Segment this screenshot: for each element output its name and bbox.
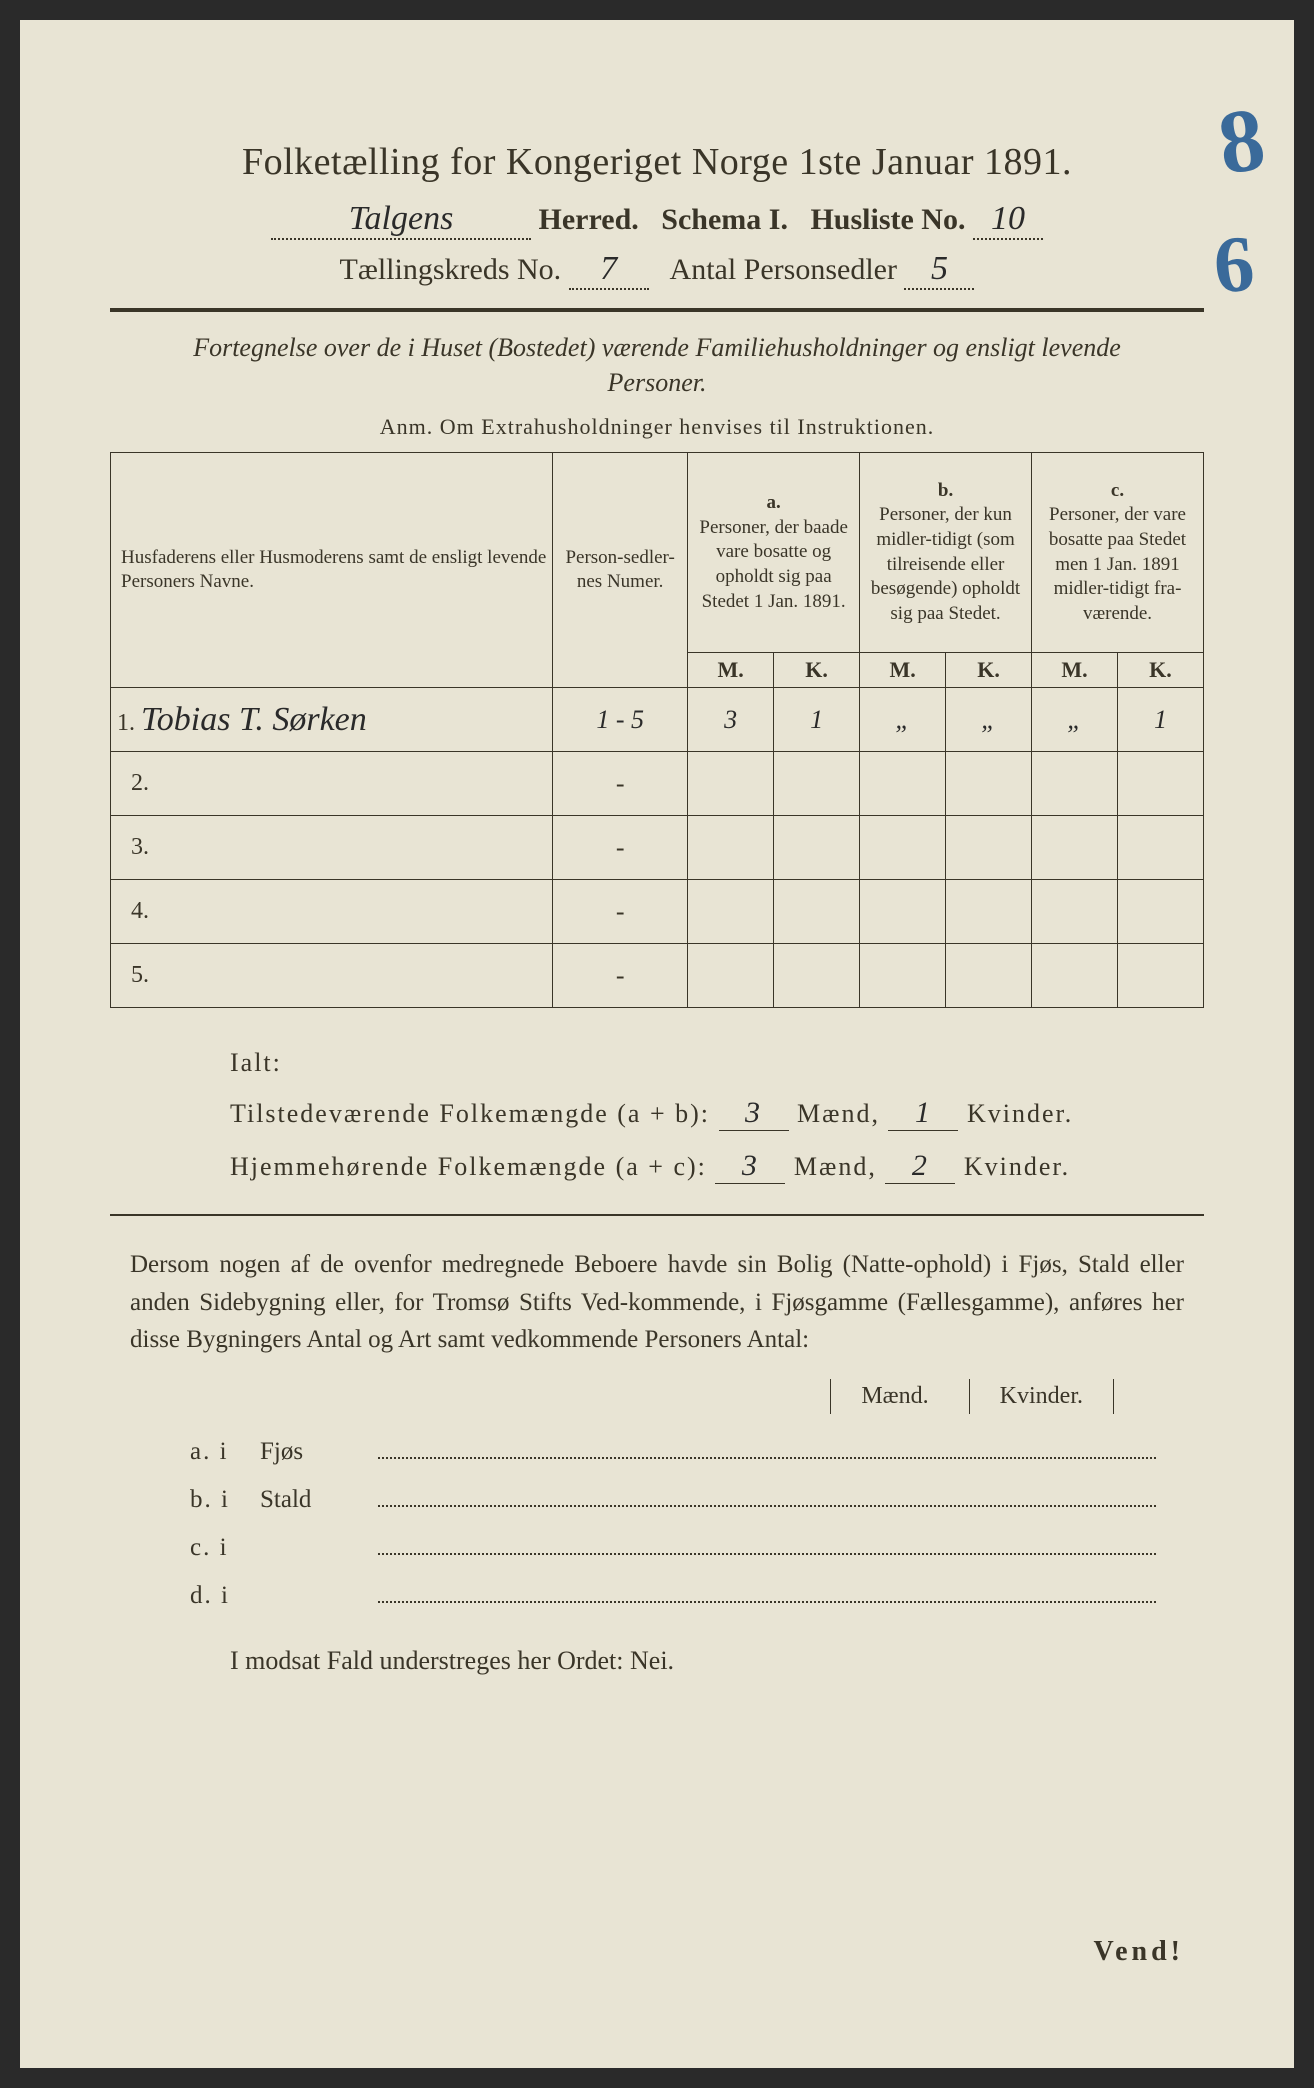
row4-label: 4. — [111, 880, 553, 944]
header-line-2: Tællingskreds No. 7 Antal Personsedler 5 — [110, 250, 1204, 290]
antal-value: 5 — [904, 250, 974, 290]
side-row-b: b. i Stald — [190, 1482, 1164, 1514]
row5-label: 5. — [111, 944, 553, 1008]
divider-1 — [110, 308, 1204, 312]
row1-bk: „ — [946, 688, 1032, 752]
row3-num: - — [553, 816, 688, 880]
husliste-value: 10 — [973, 200, 1043, 240]
anm-note: Anm. Om Extrahusholdninger henvises til … — [110, 414, 1204, 440]
census-form-page: 8 6 Folketælling for Kongeriget Norge 1s… — [20, 20, 1294, 2068]
mk-maend: Mænd. — [830, 1379, 958, 1414]
col-a-k: K. — [774, 653, 860, 688]
side-b-dots — [378, 1482, 1156, 1507]
table-header: Husfaderens eller Husmoderens samt de en… — [111, 453, 1204, 688]
side-a-word: Fjøs — [260, 1438, 370, 1466]
table-row: 4. - — [111, 880, 1204, 944]
mk-kvinder: Kvinder. — [969, 1379, 1114, 1414]
col-c-letter: c. — [1036, 479, 1199, 504]
header-line-1: Talgens Herred. Schema I. Husliste No. 1… — [110, 200, 1204, 240]
col-c-m: M. — [1032, 653, 1118, 688]
table-row: 1. Tobias T. Sørken 1 - 5 3 1 „ „ „ 1 — [111, 688, 1204, 752]
footer-line: I modsat Fald understreges her Ordet: Ne… — [230, 1646, 1204, 1676]
building-paragraph: Dersom nogen af de ovenfor medregnede Be… — [130, 1246, 1184, 1359]
table-row: 5. - — [111, 944, 1204, 1008]
table-row: 3. - — [111, 816, 1204, 880]
col-header-c: c. Personer, der vare bosatte paa Stedet… — [1032, 453, 1204, 653]
side-a-label: a. i — [190, 1438, 260, 1466]
col-b-text: Personer, der kun midler-tidigt (som til… — [864, 503, 1027, 626]
row1-name: 1. Tobias T. Sørken — [111, 688, 553, 752]
hjemme-m: 3 — [715, 1149, 785, 1184]
side-c-dots — [378, 1530, 1156, 1555]
maend-label-2: Mænd, — [794, 1152, 877, 1181]
row1-ck: 1 — [1117, 688, 1203, 752]
tilstede-label: Tilstedeværende Folkemængde (a + b): — [230, 1099, 710, 1128]
col-a-m: M. — [688, 653, 774, 688]
row4-num: - — [553, 880, 688, 944]
side-row-a: a. i Fjøs — [190, 1434, 1164, 1466]
side-b-word: Stald — [260, 1486, 370, 1514]
census-table: Husfaderens eller Husmoderens samt de en… — [110, 452, 1204, 1008]
col-header-num: Person-sedler-nes Numer. — [553, 453, 688, 688]
col-c-k: K. — [1117, 653, 1203, 688]
page-title: Folketælling for Kongeriget Norge 1ste J… — [110, 140, 1204, 184]
side-d-label: d. i — [190, 1582, 260, 1610]
totals-line-2: Hjemmehørende Folkemængde (a + c): 3 Mæn… — [230, 1149, 1204, 1184]
col-a-letter: a. — [692, 491, 855, 516]
row1-cm: „ — [1032, 688, 1118, 752]
schema-label: Schema I. — [661, 203, 788, 236]
col-header-name: Husfaderens eller Husmoderens samt de en… — [111, 453, 553, 688]
row5-num: - — [553, 944, 688, 1008]
vend-label: Vend! — [1093, 1936, 1184, 1968]
pencil-annotation-1: 8 — [1212, 87, 1271, 195]
col-b-k: K. — [946, 653, 1032, 688]
maend-label-1: Mænd, — [797, 1099, 880, 1128]
row2-label: 2. — [111, 752, 553, 816]
kreds-label: Tællingskreds No. — [340, 253, 562, 286]
row1-am: 3 — [688, 688, 774, 752]
col-b-letter: b. — [864, 479, 1027, 504]
row3-label: 3. — [111, 816, 553, 880]
side-c-label: c. i — [190, 1534, 260, 1562]
tilstede-m: 3 — [719, 1096, 789, 1131]
row1-name-value: Tobias T. Sørken — [141, 701, 367, 738]
subheading: Fortegnelse over de i Huset (Bostedet) v… — [182, 330, 1132, 400]
side-row-c: c. i — [190, 1530, 1164, 1562]
row1-num: 1. — [117, 710, 135, 736]
col-a-text: Personer, der baade vare bosatte og opho… — [692, 516, 855, 615]
side-b-label: b. i — [190, 1486, 260, 1514]
table-row: 2. - — [111, 752, 1204, 816]
pencil-annotation-2: 6 — [1211, 219, 1257, 313]
row1-personsedler: 1 - 5 — [553, 688, 688, 752]
row1-bm: „ — [860, 688, 946, 752]
side-a-dots — [378, 1434, 1156, 1459]
row1-ak: 1 — [774, 688, 860, 752]
kvinder-label-2: Kvinder. — [964, 1152, 1070, 1181]
row2-num: - — [553, 752, 688, 816]
col-header-b: b. Personer, der kun midler-tidigt (som … — [860, 453, 1032, 653]
col-header-a: a. Personer, der baade vare bosatte og o… — [688, 453, 860, 653]
kvinder-label-1: Kvinder. — [967, 1099, 1073, 1128]
herred-label: Herred. — [539, 203, 639, 236]
hjemme-label: Hjemmehørende Folkemængde (a + c): — [230, 1152, 707, 1181]
side-row-d: d. i — [190, 1578, 1164, 1610]
divider-2 — [110, 1214, 1204, 1216]
kreds-value: 7 — [569, 250, 649, 290]
totals-block: Ialt: Tilstedeværende Folkemængde (a + b… — [230, 1048, 1204, 1184]
hjemme-k: 2 — [885, 1149, 955, 1184]
table-body: 1. Tobias T. Sørken 1 - 5 3 1 „ „ „ 1 2.… — [111, 688, 1204, 1008]
mk-header: Mænd. Kvinder. — [110, 1379, 1114, 1414]
side-d-dots — [378, 1578, 1156, 1603]
totals-line-1: Tilstedeværende Folkemængde (a + b): 3 M… — [230, 1096, 1204, 1131]
tilstede-k: 1 — [888, 1096, 958, 1131]
husliste-label: Husliste No. — [810, 203, 965, 236]
ialt-label: Ialt: — [230, 1048, 1204, 1078]
herred-value: Talgens — [271, 200, 531, 240]
col-b-m: M. — [860, 653, 946, 688]
building-list: a. i Fjøs b. i Stald c. i d. i — [190, 1434, 1164, 1610]
col-c-text: Personer, der vare bosatte paa Stedet me… — [1036, 503, 1199, 626]
antal-label: Antal Personsedler — [670, 253, 897, 286]
